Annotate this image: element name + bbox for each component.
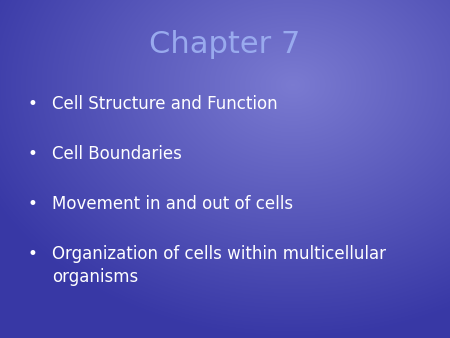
- Text: Chapter 7: Chapter 7: [149, 30, 301, 59]
- Text: •: •: [27, 245, 37, 263]
- Text: Movement in and out of cells: Movement in and out of cells: [52, 195, 293, 213]
- Text: •: •: [27, 145, 37, 163]
- Text: Cell Boundaries: Cell Boundaries: [52, 145, 182, 163]
- Text: Cell Structure and Function: Cell Structure and Function: [52, 95, 277, 113]
- Text: •: •: [27, 95, 37, 113]
- Text: Organization of cells within multicellular
organisms: Organization of cells within multicellul…: [52, 245, 386, 286]
- Text: •: •: [27, 195, 37, 213]
